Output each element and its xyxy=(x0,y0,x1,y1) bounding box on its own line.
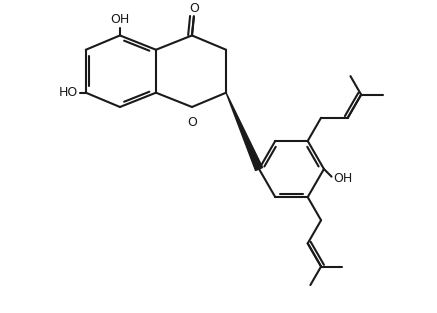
Polygon shape xyxy=(226,93,263,171)
Text: O: O xyxy=(187,115,197,129)
Text: O: O xyxy=(189,2,199,15)
Text: OH: OH xyxy=(110,13,130,26)
Text: OH: OH xyxy=(333,172,353,185)
Text: HO: HO xyxy=(59,86,78,99)
